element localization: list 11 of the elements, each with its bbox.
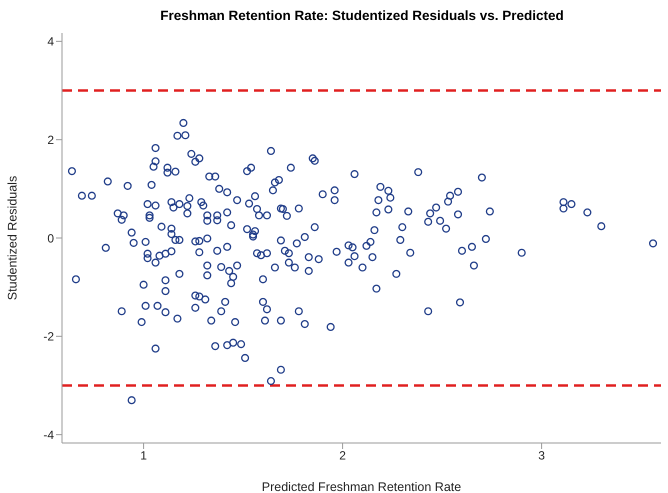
y-tick-label: -4 [43, 428, 54, 442]
x-tick-label: 3 [538, 448, 546, 463]
y-axis-title: Studentized Residuals [5, 176, 20, 300]
y-tick-label: 2 [47, 132, 54, 147]
y-tick-label: 0 [47, 231, 54, 246]
y-tick-label: -2 [43, 330, 54, 344]
y-tick-label: 4 [47, 34, 54, 49]
chart-title: Freshman Retention Rate: Studentized Residuals vs. Predicted [159, 8, 565, 23]
x-axis-title: Predicted Freshman Retention Rate [262, 480, 462, 493]
x-tick-label: 2 [339, 448, 346, 463]
x-tick-label: 1 [140, 448, 148, 463]
